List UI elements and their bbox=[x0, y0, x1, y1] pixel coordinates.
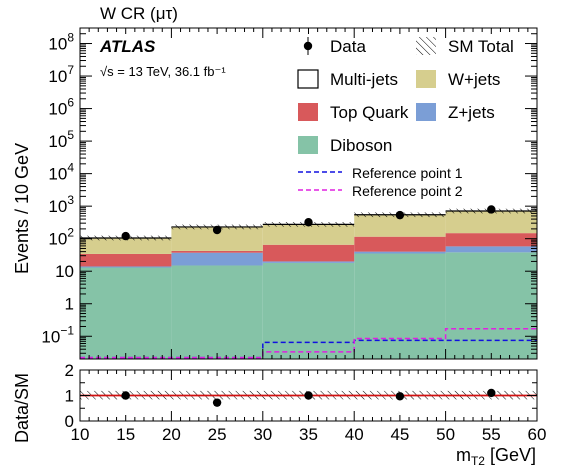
x-tick-label: 40 bbox=[345, 425, 364, 444]
bar-w-jets bbox=[354, 214, 446, 237]
data-point bbox=[487, 205, 496, 214]
bar-top-quark bbox=[354, 236, 446, 252]
legend-swatch bbox=[416, 103, 436, 121]
x-axis-label: mT2 [GeV] bbox=[456, 445, 536, 468]
ratio-y-axis-label: Data/SM bbox=[12, 373, 32, 443]
ratio-y-tick-label: 1 bbox=[65, 387, 74, 406]
legend-w-jets: W+jets bbox=[416, 70, 500, 89]
legend-label: Reference point 2 bbox=[352, 183, 463, 199]
ratio-point bbox=[304, 391, 313, 400]
main-y-axis: 10−1 1 10 102 103 104 105 106 107 108 bbox=[41, 27, 537, 360]
region-title: W CR (μτ) bbox=[100, 4, 178, 23]
y-tick-label: 107 bbox=[48, 63, 74, 86]
bar-w-jets bbox=[262, 224, 355, 245]
x-tick-label: 20 bbox=[162, 425, 181, 444]
x-tick-label: 15 bbox=[116, 425, 135, 444]
x-tick-label: 10 bbox=[71, 425, 90, 444]
ratio-y-axis: 0 1 2 bbox=[65, 361, 537, 431]
legend: Data SM Total Multi-jets W+jets Top Quark Z+j… bbox=[297, 37, 514, 199]
bar-z-jets bbox=[80, 266, 172, 268]
stacked-histogram bbox=[80, 211, 537, 359]
data-point bbox=[121, 231, 130, 241]
bar-diboson bbox=[445, 252, 537, 359]
y-tick-label: 103 bbox=[48, 193, 74, 216]
legend-label: Top Quark bbox=[330, 103, 409, 122]
ratio-point bbox=[212, 398, 222, 407]
x-tick-label: 45 bbox=[390, 425, 409, 444]
legend-sm-total: SM Total bbox=[416, 37, 514, 56]
legend-marker bbox=[303, 41, 313, 51]
legend-swatch bbox=[297, 69, 319, 89]
ratio-y-tick-label: 2 bbox=[65, 361, 74, 380]
y-tick-label: 1 bbox=[65, 295, 74, 314]
x-tick-label: 25 bbox=[208, 425, 227, 444]
legend-multi-jets: Multi-jets bbox=[297, 69, 398, 89]
bar-w-jets bbox=[445, 211, 537, 234]
y-tick-label: 106 bbox=[48, 96, 74, 119]
legend-reference-point-1: Reference point 1 bbox=[298, 165, 463, 181]
x-tick-label: 55 bbox=[482, 425, 501, 444]
bar-w-jets bbox=[80, 237, 172, 254]
line-reference-point-2 bbox=[80, 328, 537, 359]
legend-label: Data bbox=[330, 37, 366, 56]
data-point bbox=[304, 218, 313, 227]
legend-label: W+jets bbox=[448, 70, 500, 89]
reference-lines bbox=[80, 328, 537, 359]
main-y-axis-label: Events / 10 GeV bbox=[12, 143, 32, 274]
bar-z-jets bbox=[445, 246, 537, 253]
atlas-label: ATLAS bbox=[99, 37, 156, 56]
ratio-y-tick-label: 0 bbox=[65, 412, 74, 431]
y-tick-label: 102 bbox=[48, 226, 74, 249]
y-tick-label: 10−1 bbox=[41, 323, 74, 346]
bar-top-quark bbox=[80, 253, 172, 267]
ratio-point bbox=[395, 392, 405, 401]
legend-top-quark: Top Quark bbox=[298, 103, 409, 122]
ratio-point bbox=[487, 388, 496, 398]
ratio-points bbox=[121, 388, 496, 407]
legend-label: Diboson bbox=[330, 136, 392, 155]
legend-swatch bbox=[416, 70, 436, 88]
ratio-x-axis: 10 15 20 25 30 35 40 45 50 55 60 bbox=[71, 370, 547, 444]
data-point bbox=[395, 210, 405, 220]
bar-diboson bbox=[354, 253, 446, 359]
y-tick-label: 108 bbox=[48, 31, 74, 54]
bar-z-jets bbox=[262, 261, 355, 263]
legend-label: Multi-jets bbox=[330, 70, 398, 89]
bar-z-jets bbox=[171, 252, 263, 266]
bar-top-quark bbox=[171, 250, 263, 253]
legend-swatch bbox=[298, 103, 318, 121]
y-tick-label: 104 bbox=[48, 161, 74, 184]
legend-diboson: Diboson bbox=[298, 136, 392, 155]
y-tick-label: 105 bbox=[48, 128, 74, 151]
bar-diboson bbox=[80, 267, 172, 359]
x-tick-label: 60 bbox=[528, 425, 547, 444]
legend-label: Z+jets bbox=[448, 103, 495, 122]
legend-reference-point-2: Reference point 2 bbox=[298, 183, 463, 199]
x-tick-label: 50 bbox=[436, 425, 455, 444]
legend-hatch bbox=[416, 37, 436, 55]
legend-z-jets: Z+jets bbox=[416, 103, 495, 122]
bar-z-jets bbox=[354, 251, 446, 254]
legend-label: SM Total bbox=[448, 37, 514, 56]
x-tick-label: 35 bbox=[299, 425, 318, 444]
energy-lumi-label: √s = 13 TeV, 36.1 fb⁻¹ bbox=[100, 64, 226, 79]
legend-data: Data bbox=[303, 37, 366, 56]
bar-top-quark bbox=[262, 244, 355, 262]
x-tick-label: 30 bbox=[253, 425, 272, 444]
bar-diboson bbox=[171, 265, 263, 359]
data-points bbox=[121, 205, 496, 241]
bar-top-quark bbox=[445, 233, 537, 247]
y-tick-label: 10 bbox=[55, 262, 74, 281]
legend-label: Reference point 1 bbox=[352, 165, 463, 181]
bar-diboson bbox=[262, 262, 355, 359]
data-point bbox=[212, 225, 222, 235]
main-x-ticks bbox=[79, 28, 538, 359]
legend-swatch bbox=[298, 136, 318, 154]
ratio-point bbox=[121, 391, 130, 400]
